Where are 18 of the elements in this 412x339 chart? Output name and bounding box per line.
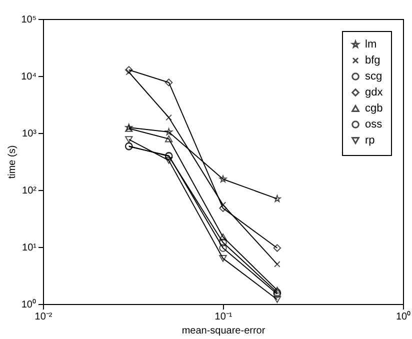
- legend-label: gdx: [365, 86, 384, 98]
- x-tick-label: 10⁻²: [34, 312, 53, 322]
- y-tick-label: 10²: [22, 186, 38, 196]
- y-tick-label: 10⁵: [21, 14, 36, 26]
- legend-label: scg: [365, 70, 382, 82]
- y-axis-title: time (s): [7, 145, 18, 179]
- legend-label: rp: [365, 134, 375, 146]
- legend-label: bfg: [365, 54, 380, 66]
- x-tick-label: 10⁰: [396, 310, 412, 322]
- legend-label: lm: [365, 38, 377, 50]
- legend-label: cgb: [365, 102, 383, 114]
- y-tick-label: 10¹: [22, 242, 38, 254]
- y-tick-label: 10⁰: [21, 298, 36, 310]
- x-axis-title: mean-square-error: [182, 326, 266, 336]
- y-tick-label: 10⁴: [21, 72, 36, 82]
- x-tick-label: 10⁻¹: [214, 312, 233, 322]
- y-tick-label: 10³: [22, 128, 38, 140]
- legend-label: oss: [365, 118, 383, 130]
